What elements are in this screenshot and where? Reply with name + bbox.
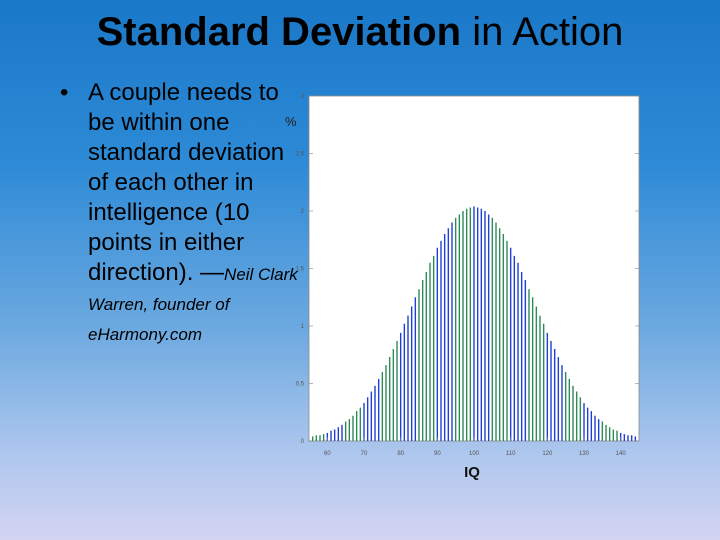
y-tick-label: 1 (301, 324, 305, 330)
y-axis-label: % (285, 114, 297, 129)
x-tick-label: 140 (616, 451, 627, 457)
chart-svg: 0 0.5 1 1.5 2 2.5 3 60 70 80 90 100 110 120 130 140 IQ% (285, 94, 640, 481)
slide-title: Standard Deviation in Action (0, 8, 720, 56)
bullet-text: A couple needs to be within one standard… (88, 79, 285, 286)
x-tick-label: 90 (434, 451, 441, 457)
x-tick-label: 100 (469, 451, 480, 457)
iq-distribution-chart: 0 0.5 1 1.5 2 2.5 3 60 70 80 90 100 110 120 130 140 IQ% (282, 88, 652, 488)
bullet-citation: Neil Clark Warren, founder of eHarmony.c… (88, 265, 298, 344)
y-tick-label: 3 (301, 94, 305, 100)
bullet-dot: • (60, 79, 69, 106)
x-tick-label: 110 (506, 451, 516, 457)
x-tick-label: 80 (397, 451, 404, 457)
y-tick-label: 2.5 (296, 152, 305, 158)
y-tick-label: 0 (301, 439, 305, 445)
title-bold-part: Standard Deviation (96, 10, 462, 54)
y-tick-label: 2 (301, 209, 305, 215)
x-tick-label: 130 (579, 451, 590, 457)
x-tick-label: 120 (542, 451, 553, 457)
bullet-body: A couple needs to be within one standard… (88, 78, 303, 348)
x-tick-label: 60 (324, 451, 331, 457)
y-tick-label: 1.5 (296, 267, 305, 273)
x-axis-label: IQ (464, 464, 480, 481)
title-rest-part: in Action (461, 10, 624, 54)
x-tick-label: 70 (361, 451, 368, 457)
y-tick-label: 0.5 (296, 382, 305, 388)
